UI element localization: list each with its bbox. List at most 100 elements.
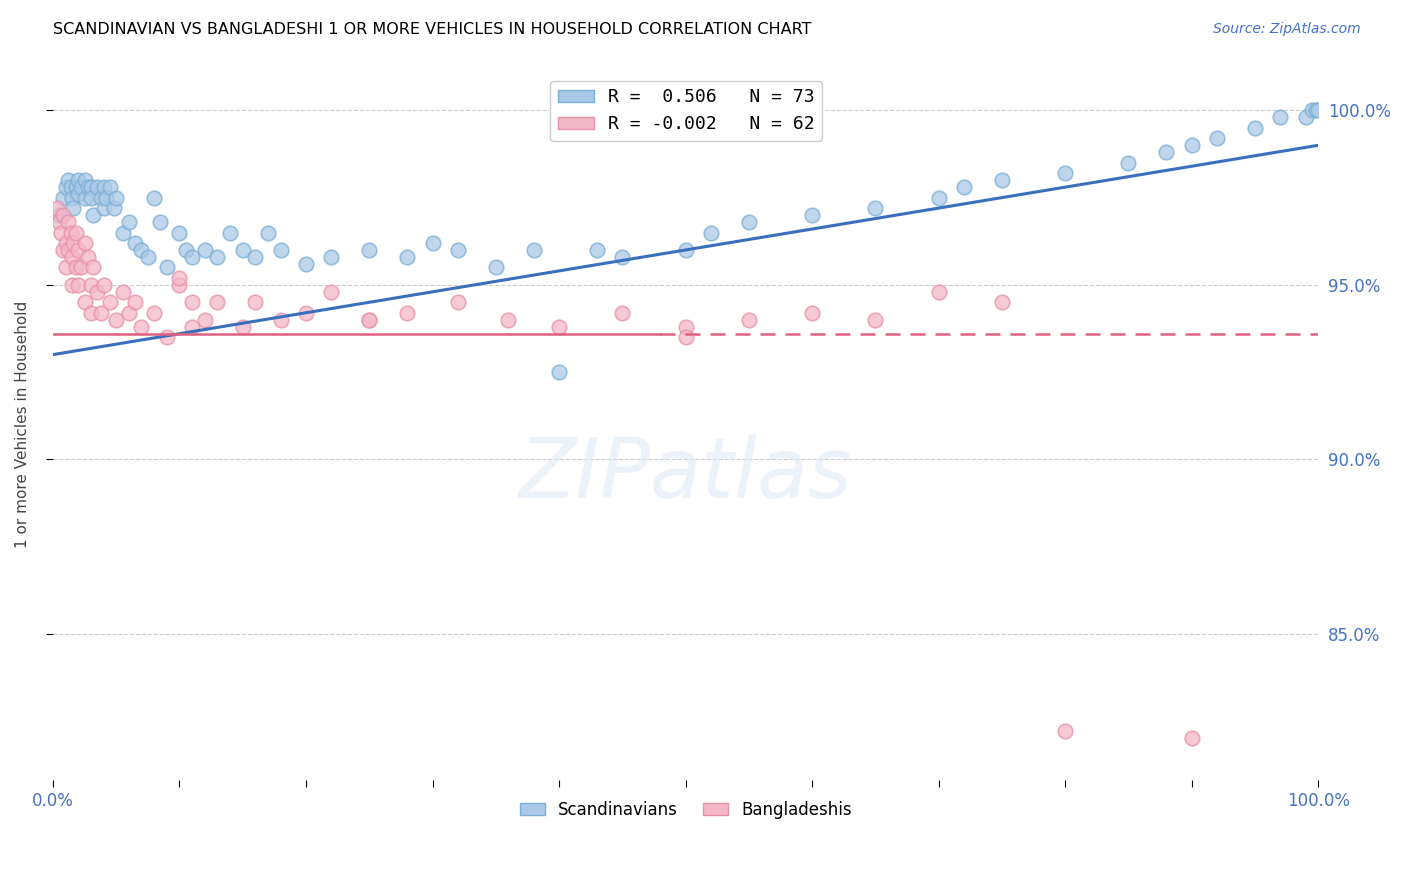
- Point: [111, 285, 134, 299]
- Point: [865, 201, 887, 215]
- Point: [69, 180, 91, 194]
- Point: [69, 260, 91, 275]
- Point: [257, 226, 280, 240]
- Point: [103, 201, 125, 215]
- Point: [219, 226, 242, 240]
- Point: [52, 191, 75, 205]
- Point: [321, 285, 343, 299]
- Point: [801, 208, 824, 222]
- Point: [396, 306, 419, 320]
- Point: [245, 250, 267, 264]
- Point: [675, 319, 697, 334]
- Point: [73, 191, 96, 205]
- Point: [67, 187, 90, 202]
- Point: [80, 306, 103, 320]
- Point: [98, 180, 121, 194]
- Point: [1244, 120, 1267, 135]
- Point: [232, 319, 254, 334]
- Point: [73, 173, 96, 187]
- Point: [59, 226, 82, 240]
- Point: [1305, 103, 1327, 118]
- Point: [56, 243, 79, 257]
- Point: [447, 295, 470, 310]
- Point: [73, 235, 96, 250]
- Point: [1181, 731, 1204, 746]
- Point: [447, 243, 470, 257]
- Point: [62, 235, 84, 250]
- Point: [498, 312, 520, 326]
- Point: [105, 312, 128, 326]
- Point: [82, 208, 104, 222]
- Point: [422, 235, 444, 250]
- Text: ZIPatlas: ZIPatlas: [519, 434, 852, 515]
- Point: [396, 250, 419, 264]
- Point: [86, 285, 108, 299]
- Text: SCANDINAVIAN VS BANGLADESHI 1 OR MORE VEHICLES IN HOUSEHOLD CORRELATION CHART: SCANDINAVIAN VS BANGLADESHI 1 OR MORE VE…: [53, 22, 811, 37]
- Point: [48, 208, 70, 222]
- Point: [93, 277, 115, 292]
- Point: [82, 260, 104, 275]
- Point: [181, 295, 204, 310]
- Point: [359, 312, 381, 326]
- Point: [1301, 103, 1323, 118]
- Point: [60, 191, 83, 205]
- Point: [56, 215, 79, 229]
- Point: [52, 243, 75, 257]
- Point: [1054, 166, 1077, 180]
- Point: [928, 285, 950, 299]
- Point: [90, 191, 112, 205]
- Point: [169, 271, 191, 285]
- Point: [1270, 111, 1292, 125]
- Point: [738, 215, 761, 229]
- Point: [953, 180, 976, 194]
- Point: [801, 306, 824, 320]
- Point: [143, 191, 166, 205]
- Point: [991, 295, 1014, 310]
- Point: [548, 319, 571, 334]
- Point: [194, 243, 217, 257]
- Point: [55, 180, 77, 194]
- Point: [90, 306, 112, 320]
- Point: [49, 226, 72, 240]
- Point: [156, 260, 179, 275]
- Point: [80, 180, 103, 194]
- Point: [118, 215, 141, 229]
- Point: [675, 330, 697, 344]
- Point: [65, 260, 87, 275]
- Point: [67, 243, 90, 257]
- Point: [1156, 145, 1178, 160]
- Point: [93, 180, 115, 194]
- Point: [67, 173, 90, 187]
- Point: [1181, 138, 1204, 153]
- Point: [270, 312, 292, 326]
- Point: [48, 215, 70, 229]
- Point: [105, 191, 128, 205]
- Y-axis label: 1 or more Vehicles in Household: 1 or more Vehicles in Household: [15, 301, 30, 548]
- Point: [1308, 103, 1330, 118]
- Text: Source: ZipAtlas.com: Source: ZipAtlas.com: [1213, 22, 1361, 37]
- Point: [169, 277, 191, 292]
- Point: [131, 243, 153, 257]
- Point: [60, 250, 83, 264]
- Point: [928, 191, 950, 205]
- Point: [118, 306, 141, 320]
- Point: [56, 173, 79, 187]
- Point: [77, 250, 100, 264]
- Point: [1118, 155, 1140, 169]
- Legend: Scandinavians, Bangladeshis: Scandinavians, Bangladeshis: [513, 794, 858, 825]
- Point: [124, 295, 146, 310]
- Point: [67, 277, 90, 292]
- Point: [1206, 131, 1229, 145]
- Point: [1054, 724, 1077, 739]
- Point: [65, 226, 87, 240]
- Point: [131, 319, 153, 334]
- Point: [86, 180, 108, 194]
- Point: [169, 226, 191, 240]
- Point: [207, 250, 229, 264]
- Point: [93, 201, 115, 215]
- Point: [174, 243, 197, 257]
- Point: [865, 312, 887, 326]
- Point: [359, 312, 381, 326]
- Point: [111, 226, 134, 240]
- Point: [55, 260, 77, 275]
